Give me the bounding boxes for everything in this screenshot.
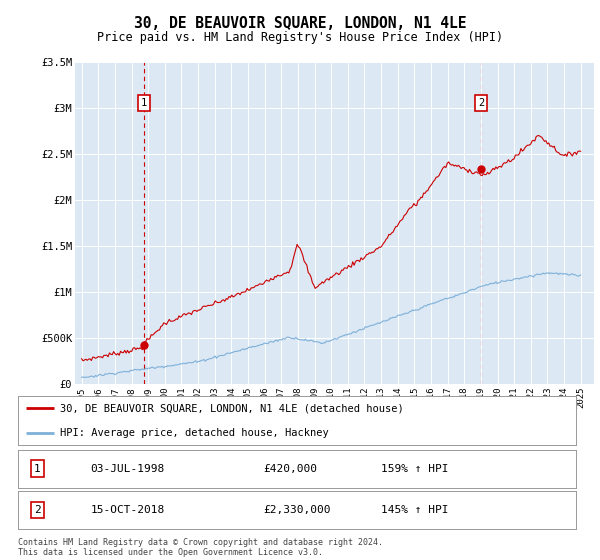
Text: 30, DE BEAUVOIR SQUARE, LONDON, N1 4LE: 30, DE BEAUVOIR SQUARE, LONDON, N1 4LE bbox=[134, 16, 466, 31]
Text: 1: 1 bbox=[141, 98, 147, 108]
Text: 145% ↑ HPI: 145% ↑ HPI bbox=[381, 505, 448, 515]
Text: Price paid vs. HM Land Registry's House Price Index (HPI): Price paid vs. HM Land Registry's House … bbox=[97, 31, 503, 44]
Text: 1: 1 bbox=[34, 464, 41, 474]
Text: 159% ↑ HPI: 159% ↑ HPI bbox=[381, 464, 448, 474]
Text: 15-OCT-2018: 15-OCT-2018 bbox=[91, 505, 165, 515]
Text: 30, DE BEAUVOIR SQUARE, LONDON, N1 4LE (detached house): 30, DE BEAUVOIR SQUARE, LONDON, N1 4LE (… bbox=[60, 403, 404, 413]
Text: 2: 2 bbox=[34, 505, 41, 515]
Text: £420,000: £420,000 bbox=[263, 464, 317, 474]
Text: 03-JUL-1998: 03-JUL-1998 bbox=[91, 464, 165, 474]
Text: Contains HM Land Registry data © Crown copyright and database right 2024.
This d: Contains HM Land Registry data © Crown c… bbox=[18, 538, 383, 557]
Text: HPI: Average price, detached house, Hackney: HPI: Average price, detached house, Hack… bbox=[60, 428, 329, 438]
Text: £2,330,000: £2,330,000 bbox=[263, 505, 331, 515]
Text: 2: 2 bbox=[478, 98, 484, 108]
